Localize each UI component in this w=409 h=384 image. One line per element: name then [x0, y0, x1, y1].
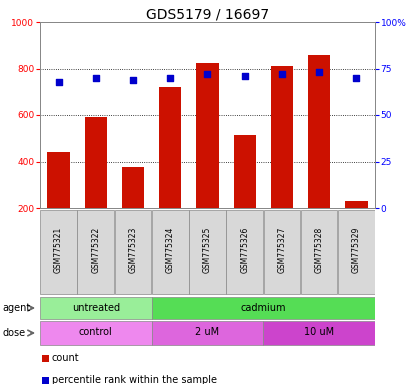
- Bar: [337, 210, 374, 294]
- Bar: [85, 118, 107, 208]
- Text: GSM775325: GSM775325: [202, 227, 211, 273]
- Point: [204, 71, 210, 77]
- Bar: [263, 210, 299, 294]
- Text: GSM775324: GSM775324: [165, 227, 174, 273]
- Text: GSM775321: GSM775321: [54, 227, 63, 273]
- Point: [55, 78, 62, 84]
- Bar: [47, 152, 70, 208]
- Bar: [151, 210, 188, 294]
- Bar: [42, 354, 49, 361]
- Text: 10 uM: 10 uM: [303, 328, 333, 338]
- Bar: [121, 167, 144, 208]
- Text: percentile rank within the sample: percentile rank within the sample: [52, 375, 216, 384]
- Bar: [42, 376, 49, 384]
- Point: [130, 76, 136, 83]
- Bar: [40, 297, 151, 319]
- Bar: [233, 135, 255, 208]
- Bar: [307, 55, 330, 208]
- Bar: [115, 210, 151, 294]
- Text: agent: agent: [2, 303, 30, 313]
- Text: cadmium: cadmium: [240, 303, 285, 313]
- Text: control: control: [79, 328, 112, 338]
- Text: GSM775329: GSM775329: [351, 227, 360, 273]
- Bar: [40, 321, 151, 345]
- Text: GSM775323: GSM775323: [128, 227, 137, 273]
- Bar: [151, 297, 374, 319]
- Text: GSM775327: GSM775327: [277, 227, 286, 273]
- Bar: [151, 321, 263, 345]
- Text: 2 uM: 2 uM: [195, 328, 219, 338]
- Bar: [77, 210, 114, 294]
- Text: untreated: untreated: [72, 303, 119, 313]
- Bar: [159, 87, 181, 208]
- Text: dose: dose: [2, 328, 25, 338]
- Bar: [40, 210, 76, 294]
- Point: [315, 69, 321, 75]
- Point: [278, 71, 285, 77]
- Text: GSM775326: GSM775326: [240, 227, 249, 273]
- Point: [166, 75, 173, 81]
- Bar: [196, 63, 218, 208]
- Text: count: count: [52, 353, 79, 363]
- Point: [92, 75, 99, 81]
- Point: [352, 75, 359, 81]
- Text: GSM775322: GSM775322: [91, 227, 100, 273]
- Point: [241, 73, 247, 79]
- Bar: [344, 201, 366, 208]
- Bar: [300, 210, 337, 294]
- Bar: [270, 66, 292, 208]
- Text: GDS5179 / 16697: GDS5179 / 16697: [146, 8, 268, 22]
- Bar: [226, 210, 262, 294]
- Text: GSM775328: GSM775328: [314, 227, 323, 273]
- Bar: [263, 321, 374, 345]
- Bar: [189, 210, 225, 294]
